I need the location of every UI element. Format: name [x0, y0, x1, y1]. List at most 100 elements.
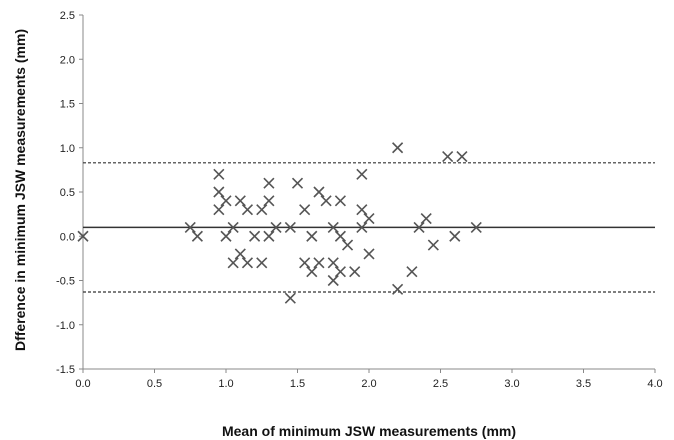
data-point	[442, 151, 454, 163]
data-point-stroke	[220, 230, 232, 242]
data-point	[184, 221, 196, 233]
data-point-stroke	[313, 257, 325, 269]
data-point	[220, 230, 232, 242]
x-tick-label: 3.0	[504, 378, 519, 390]
data-point-stroke	[284, 221, 296, 233]
data-point-stroke	[291, 177, 304, 189]
data-point-stroke	[306, 266, 318, 278]
data-point-stroke	[256, 204, 268, 216]
data-point-stroke	[349, 266, 361, 278]
data-point	[213, 168, 225, 180]
y-tick-label: -1.0	[56, 320, 75, 332]
data-point	[334, 230, 346, 242]
data-point-stroke	[356, 204, 368, 216]
data-point	[213, 204, 225, 216]
data-point-stroke	[334, 230, 346, 242]
data-point-stroke	[213, 204, 225, 216]
data-points	[77, 142, 482, 304]
data-point	[256, 204, 268, 216]
data-point	[299, 257, 311, 269]
data-point	[356, 221, 368, 233]
data-point-stroke	[313, 186, 325, 198]
data-point-stroke	[184, 221, 196, 233]
data-point-stroke	[213, 186, 225, 198]
data-point	[241, 204, 254, 216]
data-point-stroke	[241, 257, 254, 269]
y-tick-label: 1.5	[60, 99, 75, 111]
data-point	[327, 257, 339, 269]
data-point-stroke	[356, 221, 368, 233]
data-point-stroke	[327, 221, 339, 233]
y-axis-title: Dfference in minimum JSW measurements (m…	[12, 29, 28, 351]
data-point	[420, 212, 432, 225]
data-point	[356, 168, 368, 180]
data-point	[299, 204, 311, 216]
data-point-stroke	[392, 142, 404, 154]
data-point-stroke	[234, 248, 246, 260]
data-point	[413, 221, 425, 233]
data-point	[284, 292, 296, 304]
data-point	[77, 230, 89, 242]
data-point-stroke	[363, 212, 375, 225]
y-tick-label: 0.0	[60, 231, 75, 243]
data-point-stroke	[270, 221, 282, 233]
data-point	[406, 266, 418, 278]
data-point	[392, 142, 404, 154]
data-point	[449, 230, 461, 242]
data-point-stroke	[320, 195, 332, 207]
data-point	[363, 212, 375, 225]
data-point-stroke	[227, 221, 239, 233]
data-point	[270, 221, 282, 233]
data-point	[213, 186, 225, 198]
data-point	[334, 266, 346, 278]
data-point-stroke	[449, 230, 461, 242]
data-point	[327, 274, 339, 287]
data-point-stroke	[191, 230, 203, 242]
data-point	[191, 230, 203, 242]
y-tick-label: 0.5	[60, 187, 75, 199]
data-point-stroke	[341, 239, 354, 251]
data-point-stroke	[220, 195, 232, 207]
data-point-stroke	[249, 230, 261, 242]
data-point-stroke	[263, 230, 275, 242]
data-point	[349, 266, 361, 278]
data-point	[227, 221, 239, 233]
y-axis: 2.5 2.0 1.5 1.0 0.5 0.0 -0.5 -1.0 -1.5	[56, 10, 84, 376]
data-point	[234, 195, 246, 207]
data-point-stroke	[263, 177, 275, 189]
data-point-stroke	[334, 195, 346, 207]
data-point-stroke	[77, 230, 89, 242]
x-tick-label: 2.0	[361, 378, 376, 390]
data-point	[241, 257, 254, 269]
data-point-stroke	[327, 274, 339, 287]
data-point	[220, 195, 232, 207]
data-point	[341, 239, 354, 251]
data-point	[291, 177, 304, 189]
data-point-stroke	[470, 221, 482, 233]
data-point	[227, 257, 239, 269]
data-point-stroke	[420, 212, 432, 225]
y-tick-label: 2.5	[60, 10, 75, 22]
data-point	[427, 239, 439, 251]
data-point	[363, 248, 375, 260]
data-point	[263, 195, 275, 207]
data-point-stroke	[427, 239, 439, 251]
data-point	[313, 186, 325, 198]
data-point-stroke	[442, 151, 454, 163]
data-point-stroke	[241, 204, 254, 216]
y-tick-label: 2.0	[60, 54, 75, 66]
data-point-stroke	[327, 257, 339, 269]
reference-lines	[83, 162, 655, 293]
data-point	[263, 230, 275, 242]
x-tick-label: 0.5	[147, 378, 162, 390]
x-tick-label: 1.0	[218, 378, 233, 390]
data-point-stroke	[284, 292, 296, 304]
data-point-stroke	[356, 168, 368, 180]
data-point	[234, 248, 246, 260]
y-tick-label: -1.5	[56, 364, 75, 376]
data-point	[249, 230, 261, 242]
data-point-stroke	[334, 266, 346, 278]
data-point	[263, 177, 275, 189]
data-point	[456, 151, 468, 163]
